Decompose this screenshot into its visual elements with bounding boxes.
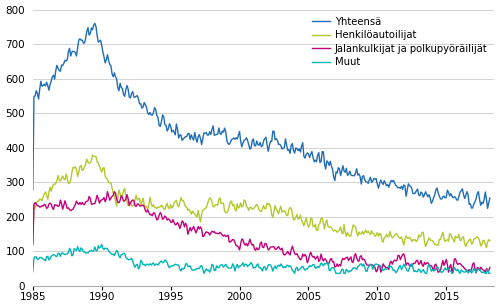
Muut	[452, 266, 458, 270]
Muut	[392, 271, 398, 274]
Yhteensä	[52, 77, 58, 81]
Jalankulkijat ja polkupyöräilijät	[104, 190, 110, 193]
Line: Jalankulkijat ja polkupyöräilijät: Jalankulkijat ja polkupyöräilijät	[33, 192, 490, 273]
Legend: Yhteensä, Henkilöautoilijat, Jalankulkijat ja polkupyöräilijät, Muut: Yhteensä, Henkilöautoilijat, Jalankulkij…	[310, 14, 490, 69]
Henkilöautoilijat	[392, 234, 398, 237]
Jalankulkijat ja polkupyöräilijät	[169, 221, 175, 224]
Jalankulkijat ja polkupyöräilijät	[450, 266, 456, 270]
Line: Yhteensä: Yhteensä	[33, 23, 490, 209]
Muut	[98, 243, 104, 246]
Yhteensä	[40, 84, 46, 87]
Henkilöautoilijat	[30, 240, 36, 244]
Muut	[201, 272, 207, 275]
Jalankulkijat ja polkupyöräilijät	[40, 204, 46, 208]
Yhteensä	[169, 130, 175, 134]
Jalankulkijat ja polkupyöräilijät	[392, 258, 398, 262]
Muut	[487, 272, 493, 275]
Yhteensä	[392, 181, 398, 185]
Muut	[124, 257, 130, 261]
Henkilöautoilijat	[484, 246, 490, 249]
Yhteensä	[487, 196, 493, 200]
Henkilöautoilijat	[90, 153, 96, 157]
Jalankulkijat ja polkupyöräilijät	[124, 193, 130, 197]
Jalankulkijat ja polkupyöräilijät	[473, 271, 479, 275]
Yhteensä	[124, 84, 130, 87]
Jalankulkijat ja polkupyöräilijät	[487, 265, 493, 269]
Line: Henkilöautoilijat: Henkilöautoilijat	[33, 155, 490, 248]
Henkilöautoilijat	[487, 239, 493, 242]
Henkilöautoilijat	[40, 195, 46, 199]
Yhteensä	[450, 196, 456, 200]
Muut	[30, 270, 36, 274]
Muut	[40, 257, 46, 261]
Yhteensä	[30, 188, 36, 192]
Henkilöautoilijat	[450, 237, 456, 241]
Yhteensä	[484, 207, 490, 210]
Line: Muut: Muut	[33, 245, 490, 274]
Muut	[169, 264, 175, 268]
Henkilöautoilijat	[169, 206, 175, 210]
Yhteensä	[92, 22, 98, 25]
Muut	[52, 253, 58, 257]
Jalankulkijat ja polkupyöräilijät	[30, 243, 36, 247]
Henkilöautoilijat	[124, 200, 130, 204]
Henkilöautoilijat	[52, 182, 58, 186]
Jalankulkijat ja polkupyöräilijät	[52, 203, 58, 207]
